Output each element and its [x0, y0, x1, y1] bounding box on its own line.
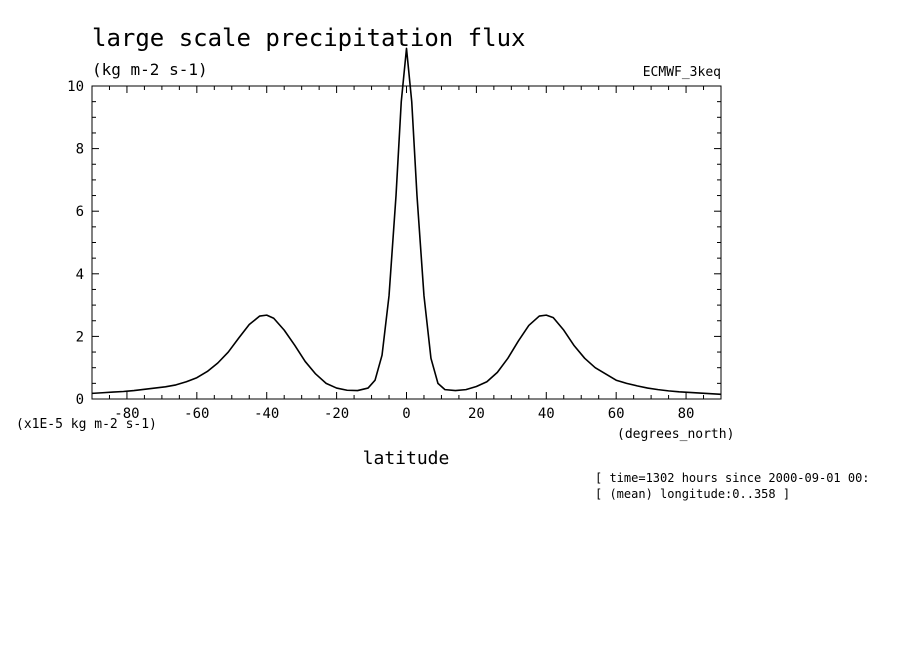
footer-longitude: [ (mean) longitude:0..358 ] — [595, 487, 790, 501]
x-tick-label: 80 — [678, 406, 695, 422]
x-tick-label: 60 — [608, 406, 625, 422]
plot-axes: -80 -60 -40 -20 0 20 40 60 80 0 2 4 6 8 10 — [67, 47, 722, 422]
x-tick-label: -40 — [254, 406, 279, 422]
chart-title: large scale precipitation flux — [92, 24, 525, 52]
x-tick-label: -20 — [324, 406, 349, 422]
y-scale-note: (x1E-5 kg m-2 s-1) — [16, 417, 157, 432]
y-tick-label: 10 — [67, 79, 84, 95]
x-units-label: (degrees_north) — [617, 427, 734, 442]
footer-time: [ time=1302 hours since 2000-09-01 00: — [595, 471, 870, 485]
x-tick-label: 0 — [402, 406, 410, 422]
x-axis-label: latitude — [363, 448, 450, 469]
y-tick-label: 2 — [76, 329, 84, 345]
y-tick-label: 8 — [76, 142, 84, 158]
y-tick-label: 4 — [76, 267, 84, 283]
plot-frame — [91, 85, 722, 400]
data-line — [91, 47, 722, 396]
dataset-label: ECMWF_3keq — [643, 65, 721, 80]
y-tick-label: 0 — [76, 392, 84, 408]
x-tick-label: -60 — [184, 406, 209, 422]
units-label: (kg m-2 s-1) — [92, 60, 208, 79]
y-tick-label: 6 — [76, 204, 84, 220]
x-tick-label: 20 — [468, 406, 485, 422]
x-tick-label: -80 — [114, 406, 139, 422]
x-tick-label: 40 — [538, 406, 555, 422]
